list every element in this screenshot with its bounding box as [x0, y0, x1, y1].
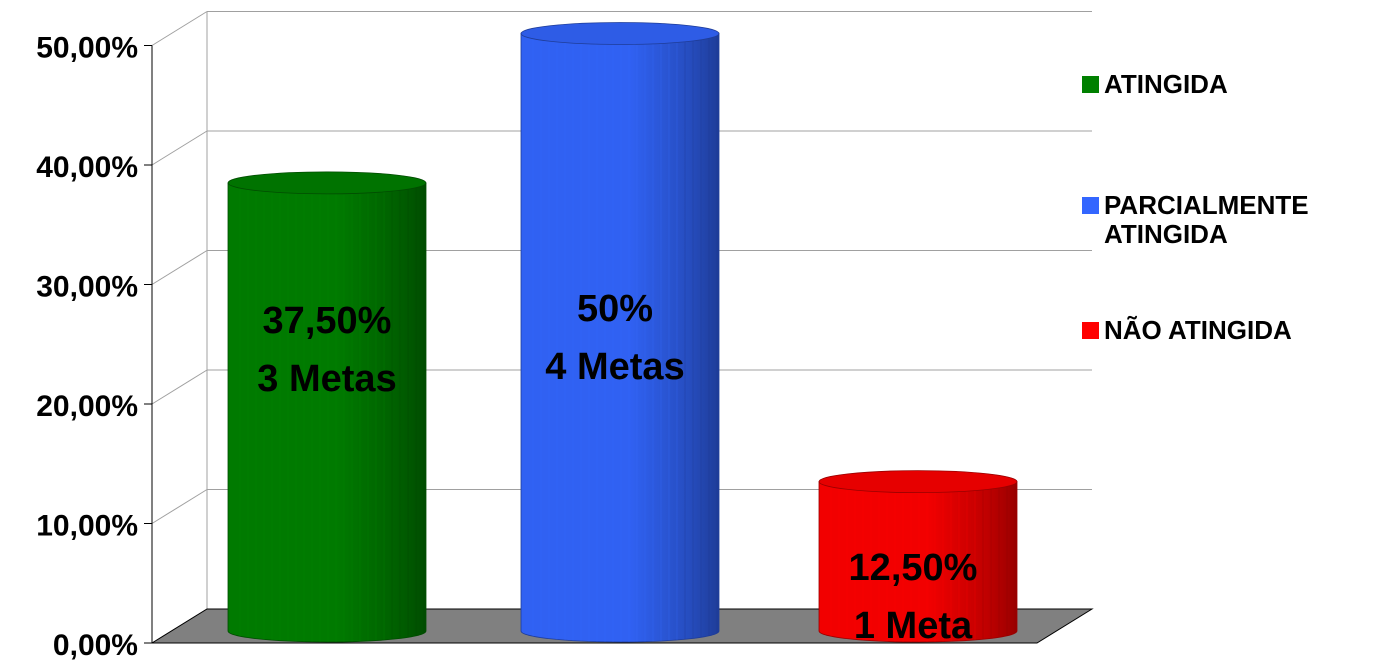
bar-count-label: 4 Metas: [545, 346, 684, 388]
legend-item-nao-atingida: NÃO ATINGIDA: [1082, 316, 1292, 345]
y-axis-tick-labels: 0,00% 10,00% 20,00% 30,00% 40,00% 50,00%: [36, 32, 138, 663]
legend-label-atingida: ATINGIDA: [1104, 69, 1228, 99]
bar-body: [520, 33, 720, 643]
legend-swatch-parcialmente-atingida: [1082, 197, 1099, 214]
legend-label-nao-atingida: NÃO ATINGIDA: [1104, 315, 1292, 345]
legend-item-atingida: ATINGIDA: [1082, 70, 1228, 99]
y-tick-label: 20,00%: [36, 390, 138, 423]
bar-2: [520, 22, 720, 643]
bar-top: [818, 470, 1018, 494]
gridline-depth: [151, 250, 208, 285]
bar-data-labels: 37,50% 3 Metas 50% 4 Metas 12,50% 1 Meta: [257, 288, 977, 647]
y-tick-label: 50,00%: [36, 32, 138, 65]
bar-top: [520, 22, 720, 45]
bars: [227, 22, 1018, 643]
legend-label-parcialmente-atingida: PARCIALMENTE ATINGIDA: [1104, 190, 1309, 249]
bar-body: [227, 182, 427, 643]
gridline-depth: [151, 369, 208, 405]
y-tick-label: 40,00%: [36, 151, 138, 184]
gridline-depth: [151, 130, 208, 166]
bar-1: [227, 171, 427, 643]
bar-top: [227, 171, 427, 195]
gridline-depth: [151, 489, 208, 524]
bar-value-label: 50%: [577, 288, 653, 330]
bar-body: [818, 481, 1018, 643]
y-tick-label: 10,00%: [36, 510, 138, 543]
bar-value-label: 12,50%: [849, 547, 978, 589]
y-tick-label: 0,00%: [53, 629, 138, 662]
legend-swatch-atingida: [1082, 76, 1099, 93]
y-tick-label: 30,00%: [36, 271, 138, 304]
gridline-depth: [151, 11, 208, 46]
legend-item-parcialmente-atingida: PARCIALMENTE ATINGIDA: [1082, 191, 1309, 249]
bar-value-label: 37,50%: [263, 300, 392, 342]
bar-3: [818, 470, 1018, 643]
bar-count-label: 3 Metas: [257, 358, 396, 400]
legend-swatch-nao-atingida: [1082, 322, 1099, 339]
bar-count-label: 1 Meta: [854, 605, 973, 647]
